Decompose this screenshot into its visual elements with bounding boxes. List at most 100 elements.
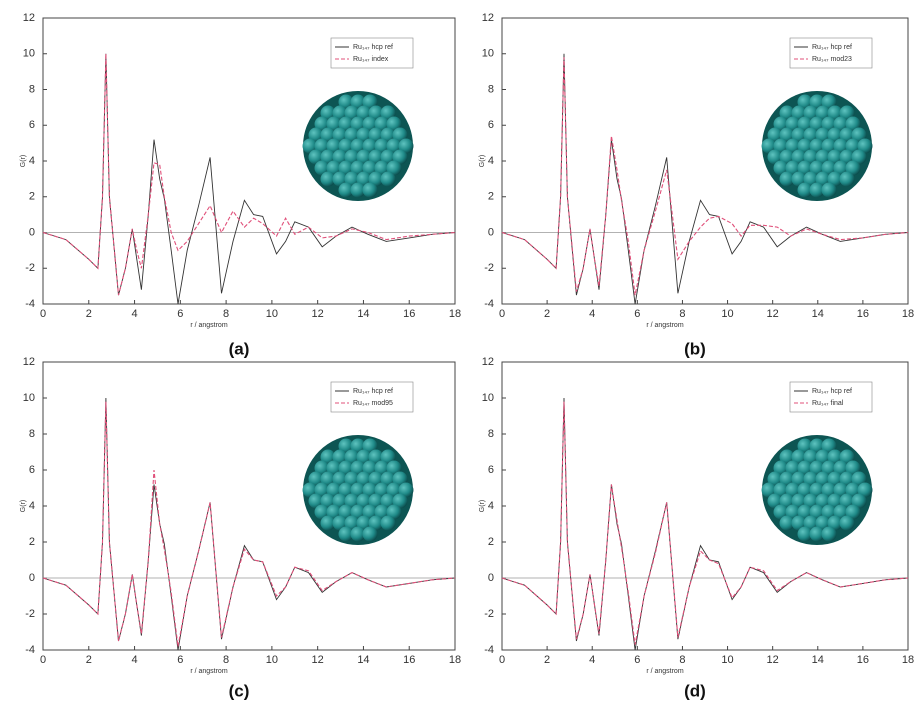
- cluster-atom: [356, 493, 372, 509]
- x-tick-label: 12: [767, 654, 779, 666]
- y-axis-label: G(r): [479, 155, 486, 167]
- cluster-atom: [791, 105, 807, 121]
- cluster-atom: [797, 182, 813, 198]
- y-tick-label: 0: [29, 226, 35, 238]
- cluster-atom: [308, 149, 324, 165]
- cluster-atom: [320, 515, 336, 531]
- cluster-atom: [320, 493, 336, 509]
- panel-label: (b): [684, 339, 706, 358]
- cluster-atom: [845, 160, 861, 176]
- cluster-atom: [839, 471, 855, 487]
- legend-box: [330, 37, 414, 69]
- x-tick-label: 18: [449, 308, 461, 320]
- cluster-atom: [803, 149, 819, 165]
- cluster-atom: [803, 515, 819, 531]
- x-tick-label: 14: [357, 654, 369, 666]
- cluster-atom: [332, 515, 348, 531]
- cluster-atom: [839, 127, 855, 143]
- cluster-atom: [380, 171, 396, 187]
- cluster-atom: [326, 116, 342, 132]
- cluster-atom: [779, 171, 795, 187]
- y-tick-label: 0: [488, 226, 494, 238]
- x-tick-label: 0: [40, 308, 46, 320]
- cluster-atom: [356, 515, 372, 531]
- y-tick-label: -2: [25, 262, 35, 274]
- cluster-atom: [320, 449, 336, 465]
- y-tick-label: 4: [29, 500, 35, 512]
- cluster-atom: [791, 493, 807, 509]
- x-tick-label: 18: [902, 308, 914, 320]
- panel-label: (a): [229, 339, 250, 358]
- y-tick-label: 10: [482, 392, 494, 404]
- cluster-atom: [809, 160, 825, 176]
- cluster-atom: [314, 482, 330, 498]
- legend-label: Ru₁₄₇ index: [353, 56, 389, 63]
- cluster-atom: [332, 449, 348, 465]
- x-tick-label: 0: [499, 308, 505, 320]
- cluster-atom: [761, 482, 777, 498]
- x-tick-label: 4: [131, 654, 137, 666]
- cluster-atom: [386, 116, 402, 132]
- cluster-atom: [779, 471, 795, 487]
- x-tick-label: 12: [312, 308, 324, 320]
- y-tick-label: 8: [29, 83, 35, 95]
- cluster-atom: [851, 149, 867, 165]
- series-line: [501, 401, 909, 645]
- cluster-atom: [803, 471, 819, 487]
- cluster-atom: [314, 504, 330, 520]
- cluster-atom: [314, 460, 330, 476]
- cluster-atom: [815, 127, 831, 143]
- cluster-atom: [302, 138, 318, 154]
- cluster-atom: [386, 460, 402, 476]
- cluster-atom: [344, 471, 360, 487]
- cluster-atom: [851, 127, 867, 143]
- cluster-atom: [302, 482, 318, 498]
- x-tick-label: 16: [403, 654, 415, 666]
- cluster-atom: [791, 515, 807, 531]
- cluster-inset: [302, 435, 414, 545]
- cluster-atom: [821, 116, 837, 132]
- cluster-atom: [821, 504, 837, 520]
- cluster-atom: [344, 515, 360, 531]
- cluster-atom: [332, 171, 348, 187]
- x-tick-label: 14: [812, 654, 824, 666]
- cluster-atom: [833, 138, 849, 154]
- cluster-atom: [851, 493, 867, 509]
- cluster-atom: [773, 138, 789, 154]
- cluster-atom: [821, 526, 837, 542]
- y-tick-label: 6: [29, 119, 35, 131]
- cluster-atom: [785, 460, 801, 476]
- cluster-atom: [356, 127, 372, 143]
- cluster-atom: [380, 149, 396, 165]
- cluster-atom: [761, 138, 777, 154]
- cluster-atom: [815, 449, 831, 465]
- y-tick-label: -2: [25, 608, 35, 620]
- cluster-atom: [809, 504, 825, 520]
- cluster-atom: [350, 460, 366, 476]
- cluster-atom: [797, 160, 813, 176]
- legend-label: Ru₁₄₇ hcp ref: [812, 44, 852, 51]
- cluster-atom: [392, 471, 408, 487]
- cluster-atom: [809, 526, 825, 542]
- cluster-atom: [338, 160, 354, 176]
- cluster-atom: [398, 138, 414, 154]
- cluster-atom: [839, 149, 855, 165]
- cluster-atom: [845, 504, 861, 520]
- cluster-atom: [821, 460, 837, 476]
- legend-label: Ru₁₄₇ final: [812, 400, 844, 407]
- y-tick-label: 6: [488, 464, 494, 476]
- cluster-atom: [827, 127, 843, 143]
- cluster-atom: [326, 482, 342, 498]
- cluster-atom: [779, 515, 795, 531]
- y-tick-label: 6: [488, 119, 494, 131]
- cluster-atom: [392, 493, 408, 509]
- cluster-atom: [338, 182, 354, 198]
- cluster-atom: [326, 138, 342, 154]
- cluster-atom: [368, 171, 384, 187]
- cluster-inset: [761, 435, 873, 545]
- cluster-atom: [821, 160, 837, 176]
- y-tick-label: -4: [25, 298, 35, 310]
- cluster-atom: [314, 160, 330, 176]
- cluster-atom: [374, 482, 390, 498]
- cluster-atom: [362, 526, 378, 542]
